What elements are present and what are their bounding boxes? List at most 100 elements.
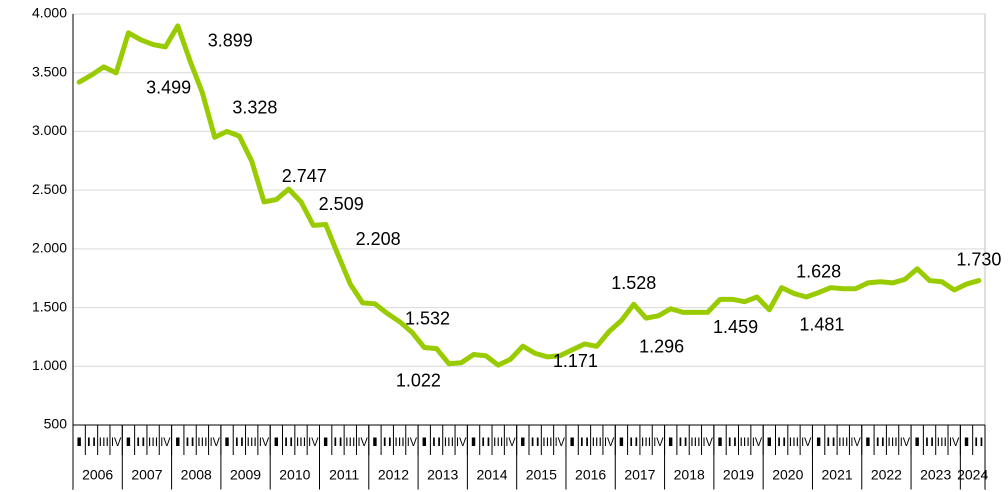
plot-frame	[72, 13, 986, 426]
x-tick-label: II	[727, 435, 737, 449]
year-label: 2017	[624, 467, 655, 483]
data-label: 2.747	[282, 166, 327, 186]
x-tick-label: III	[641, 435, 651, 449]
x-tick-label: II	[481, 435, 491, 449]
x-tick-label: II	[924, 435, 934, 449]
x-tick-label: I	[666, 435, 676, 449]
data-label: 1.528	[611, 273, 656, 293]
x-tick-label: IV	[160, 435, 170, 449]
x-tick-label: I	[715, 435, 725, 449]
x-tick-label: IV	[604, 435, 614, 449]
year-label: 2013	[427, 467, 458, 483]
x-tick-label: I	[764, 435, 774, 449]
year-label: 2009	[230, 467, 261, 483]
x-tick-label: III	[444, 435, 454, 449]
year-label: 2006	[82, 467, 113, 483]
x-tick-label: I	[912, 435, 922, 449]
x-tick-label: I	[567, 435, 577, 449]
x-tick-label: IV	[752, 435, 762, 449]
x-tick-label: I	[813, 435, 823, 449]
x-tick-label: III	[542, 435, 552, 449]
data-label: 2.509	[319, 194, 364, 214]
x-tick-label: II	[284, 435, 294, 449]
year-label: 2007	[131, 467, 162, 483]
x-tick-label: IV	[210, 435, 220, 449]
x-tick-label: II	[333, 435, 343, 449]
x-tick-label: I	[616, 435, 626, 449]
year-label: 2015	[526, 467, 557, 483]
x-tick-label: II	[629, 435, 639, 449]
data-label: 3.499	[146, 78, 191, 98]
x-tick-label: III	[838, 435, 848, 449]
line-series	[76, 23, 982, 368]
year-label: 2021	[822, 467, 853, 483]
x-tick-label: IV	[949, 435, 959, 449]
data-label: 1.171	[553, 351, 598, 371]
x-tick-label: II	[431, 435, 441, 449]
x-tick-label: I	[370, 435, 380, 449]
x-tick-label: I	[863, 435, 873, 449]
x-tick-label: II	[776, 435, 786, 449]
year-label: 2019	[723, 467, 754, 483]
x-tick-label: II	[826, 435, 836, 449]
x-tick-label: IV	[801, 435, 811, 449]
x-tick-label: IV	[555, 435, 565, 449]
x-tick-label: IV	[308, 435, 318, 449]
x-tick-label: II	[136, 435, 146, 449]
x-tick-label: III	[394, 435, 404, 449]
data-label: 1.628	[796, 261, 841, 281]
data-label: 3.899	[208, 31, 253, 51]
x-tick-label: III	[887, 435, 897, 449]
x-tick-label: II	[579, 435, 589, 449]
x-tick-label: I	[222, 435, 232, 449]
x-tick-label: III	[296, 435, 306, 449]
year-label: 2010	[279, 467, 310, 483]
y-tick-label: 2.000	[32, 240, 67, 256]
x-tick-label: I	[518, 435, 528, 449]
x-tick-label: II	[875, 435, 885, 449]
x-tick-label: II	[382, 435, 392, 449]
x-tick-label: III	[740, 435, 750, 449]
year-label: 2008	[181, 467, 212, 483]
y-tick-label: 3.500	[32, 63, 67, 79]
y-tick-label: 2.500	[32, 181, 67, 197]
x-tick-label: IV	[111, 435, 121, 449]
x-tick-label: IV	[456, 435, 466, 449]
x-tick-label: II	[678, 435, 688, 449]
year-label: 2012	[378, 467, 409, 483]
year-label: 2011	[329, 467, 359, 483]
x-tick-label: IV	[259, 435, 269, 449]
x-tick-label: I	[961, 435, 971, 449]
x-tick-label: III	[789, 435, 799, 449]
x-tick-label: III	[345, 435, 355, 449]
x-tick-label: IV	[703, 435, 713, 449]
x-tick-label: III	[148, 435, 158, 449]
data-label: 1.481	[799, 315, 844, 335]
data-label: 1.022	[396, 370, 441, 390]
year-label: 2016	[575, 467, 606, 483]
x-tick-label: II	[86, 435, 96, 449]
y-tick-label: 500	[44, 416, 68, 432]
y-tick-label: 3.000	[32, 122, 67, 138]
x-tick-label: II	[234, 435, 244, 449]
x-tick-label: IV	[900, 435, 910, 449]
data-label: 1.730	[956, 249, 1001, 269]
x-tick-label: II	[974, 435, 984, 449]
x-tick-label: II	[530, 435, 540, 449]
x-tick-label: III	[99, 435, 109, 449]
data-label: 1.532	[405, 309, 450, 329]
x-tick-label: III	[493, 435, 503, 449]
year-label: 2022	[871, 467, 902, 483]
x-tick-label: I	[271, 435, 281, 449]
x-tick-label: I	[123, 435, 133, 449]
x-tick-label: I	[173, 435, 183, 449]
y-tick-label: 4.000	[32, 5, 67, 21]
year-label: 2014	[476, 467, 507, 483]
x-tick-label: IV	[505, 435, 515, 449]
data-label: 1.459	[713, 317, 758, 337]
x-tick-label: IV	[653, 435, 663, 449]
x-tick-label: I	[468, 435, 478, 449]
x-tick-label: III	[690, 435, 700, 449]
year-label: 2020	[772, 467, 803, 483]
